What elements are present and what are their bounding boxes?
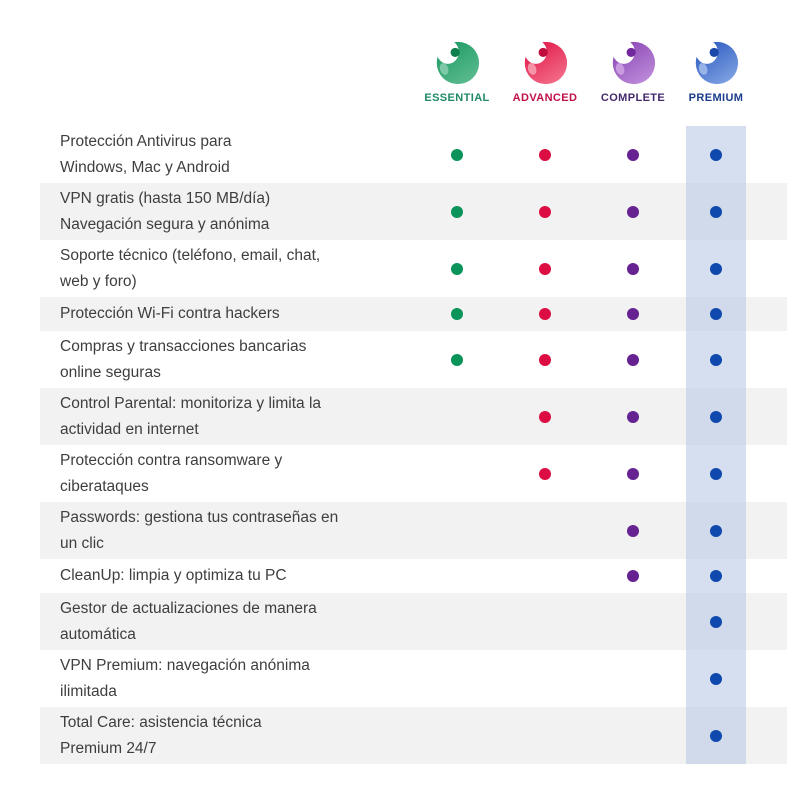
feature-label: Protección contra ransomware y ciberataqu…: [60, 451, 283, 495]
included-dot-advanced: [539, 353, 551, 366]
included-dot-complete: [627, 467, 639, 480]
feature-row: Gestor de actualizaciones de manera autom…: [40, 593, 787, 650]
feature-label: Protección Wi-Fi contra hackers: [60, 305, 280, 322]
included-dot-complete: [627, 524, 639, 537]
included-dot-essential: [451, 353, 463, 366]
tier-label-advanced: ADVANCED: [512, 92, 578, 104]
feature-label: Gestor de actualizaciones de manera autom…: [60, 599, 317, 643]
feature-row: VPN Premium: navegación anónima ilimitada: [40, 650, 787, 707]
included-dot-complete: [627, 353, 639, 366]
included-dot-premium: [710, 615, 722, 628]
included-dot-advanced: [539, 308, 551, 320]
included-dot-complete: [627, 410, 639, 423]
included-dot-premium: [710, 205, 722, 218]
included-dot-essential: [451, 148, 463, 161]
tier-header: ESSENTIAL ADVANCED: [0, 0, 800, 126]
feature-row: Compras y transacciones bancarias online …: [40, 331, 787, 388]
feature-row: Protección Wi-Fi contra hackers: [40, 297, 787, 331]
included-dot-premium: [710, 672, 722, 685]
panda-logo-essential-icon: [436, 40, 480, 85]
tier-label-complete: COMPLETE: [600, 92, 666, 104]
feature-label: Protección Antivirus para Windows, Mac y …: [60, 132, 232, 176]
included-dot-essential: [451, 308, 463, 320]
included-dot-advanced: [539, 262, 551, 275]
included-dot-premium: [710, 148, 722, 161]
included-dot-complete: [627, 308, 639, 320]
tier-column-header-essential: ESSENTIAL: [411, 40, 503, 104]
feature-row: Protección contra ransomware y ciberataqu…: [40, 445, 787, 502]
tier-column-header-premium: PREMIUM: [670, 40, 762, 104]
feature-row: Protección Antivirus para Windows, Mac y …: [40, 126, 787, 183]
included-dot-advanced: [539, 467, 551, 480]
panda-logo-advanced-icon: [524, 40, 568, 85]
included-dot-essential: [451, 262, 463, 275]
included-dot-premium: [710, 467, 722, 480]
feature-row: Soporte técnico (teléfono, email, chat, w…: [40, 240, 787, 297]
feature-label: Soporte técnico (teléfono, email, chat, w…: [60, 246, 321, 290]
feature-label: Total Care: asistencia técnica Premium 24…: [60, 713, 262, 757]
comparison-table: Protección Antivirus para Windows, Mac y …: [40, 126, 787, 764]
feature-label: Passwords: gestiona tus contraseñas en un…: [60, 508, 339, 552]
included-dot-essential: [451, 205, 463, 218]
tier-column-header-advanced: ADVANCED: [499, 40, 591, 104]
tier-label-essential: ESSENTIAL: [424, 92, 490, 104]
included-dot-advanced: [539, 148, 551, 161]
included-dot-premium: [710, 262, 722, 275]
feature-label: VPN Premium: navegación anónima ilimitada: [60, 656, 310, 700]
included-dot-complete: [627, 570, 639, 582]
tier-column-header-complete: COMPLETE: [587, 40, 679, 104]
panda-logo-premium-icon: [695, 40, 739, 85]
included-dot-complete: [627, 205, 639, 218]
feature-label: VPN gratis (hasta 150 MB/día) Navegación …: [60, 189, 271, 233]
feature-row: Passwords: gestiona tus contraseñas en un…: [40, 502, 787, 559]
feature-label: Compras y transacciones bancarias online …: [60, 337, 307, 381]
feature-row: CleanUp: limpia y optimiza tu PC: [40, 559, 787, 593]
included-dot-premium: [710, 410, 722, 423]
tier-label-premium: PREMIUM: [688, 92, 744, 104]
included-dot-premium: [710, 729, 722, 742]
feature-row: Control Parental: monitoriza y limita la…: [40, 388, 787, 445]
included-dot-premium: [710, 570, 722, 582]
included-dot-complete: [627, 262, 639, 275]
included-dot-advanced: [539, 205, 551, 218]
included-dot-premium: [710, 353, 722, 366]
included-dot-advanced: [539, 410, 551, 423]
feature-label: CleanUp: limpia y optimiza tu PC: [60, 567, 287, 584]
included-dot-complete: [627, 148, 639, 161]
included-dot-premium: [710, 524, 722, 537]
panda-logo-complete-icon: [612, 40, 656, 85]
included-dot-premium: [710, 308, 722, 320]
feature-row: Total Care: asistencia técnica Premium 24…: [40, 707, 787, 764]
feature-label: Control Parental: monitoriza y limita la…: [60, 394, 322, 438]
feature-row: VPN gratis (hasta 150 MB/día) Navegación …: [40, 183, 787, 240]
